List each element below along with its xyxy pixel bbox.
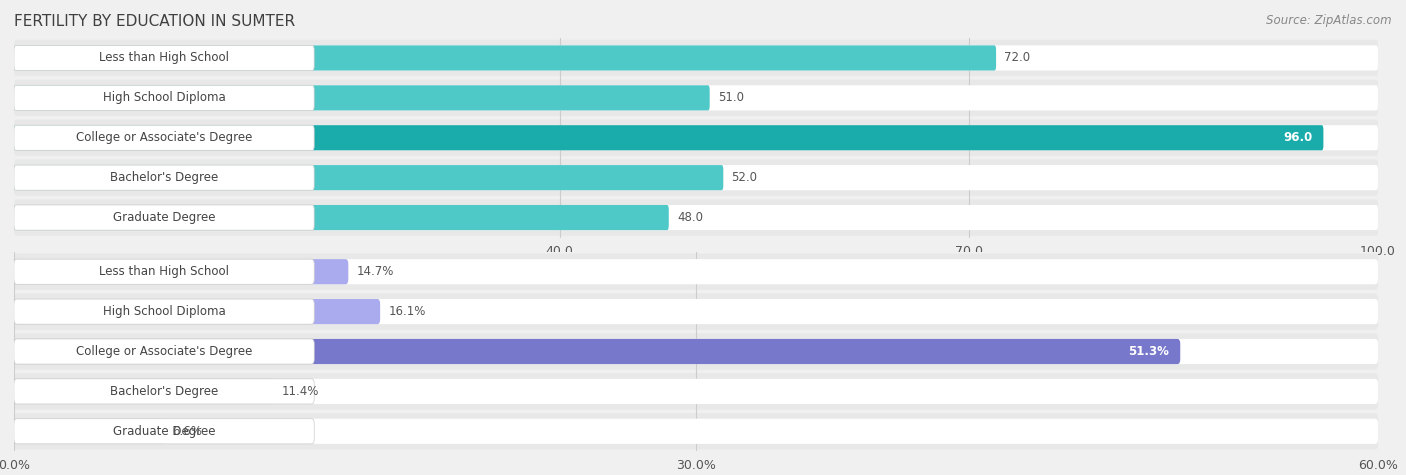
FancyBboxPatch shape — [14, 379, 273, 404]
FancyBboxPatch shape — [14, 413, 1378, 449]
Text: Bachelor's Degree: Bachelor's Degree — [110, 171, 218, 184]
FancyBboxPatch shape — [14, 379, 314, 404]
Text: High School Diploma: High School Diploma — [103, 305, 225, 318]
FancyBboxPatch shape — [14, 86, 314, 110]
FancyBboxPatch shape — [14, 125, 314, 150]
FancyBboxPatch shape — [14, 46, 995, 70]
Text: College or Associate's Degree: College or Associate's Degree — [76, 131, 252, 144]
Text: Graduate Degree: Graduate Degree — [112, 211, 215, 224]
Text: 6.6%: 6.6% — [173, 425, 202, 438]
Text: Less than High School: Less than High School — [98, 265, 229, 278]
FancyBboxPatch shape — [14, 339, 314, 364]
FancyBboxPatch shape — [14, 165, 314, 190]
FancyBboxPatch shape — [14, 165, 723, 190]
FancyBboxPatch shape — [14, 125, 1378, 150]
FancyBboxPatch shape — [14, 254, 1378, 290]
Text: 11.4%: 11.4% — [281, 385, 319, 398]
Text: Bachelor's Degree: Bachelor's Degree — [110, 385, 218, 398]
FancyBboxPatch shape — [14, 333, 1378, 370]
Text: 16.1%: 16.1% — [388, 305, 426, 318]
FancyBboxPatch shape — [14, 299, 380, 324]
FancyBboxPatch shape — [14, 419, 314, 444]
FancyBboxPatch shape — [14, 339, 1378, 364]
FancyBboxPatch shape — [14, 200, 1378, 236]
Text: High School Diploma: High School Diploma — [103, 91, 225, 104]
Text: 52.0: 52.0 — [731, 171, 758, 184]
Text: Source: ZipAtlas.com: Source: ZipAtlas.com — [1267, 14, 1392, 27]
FancyBboxPatch shape — [14, 125, 1323, 150]
FancyBboxPatch shape — [14, 205, 669, 230]
FancyBboxPatch shape — [14, 40, 1378, 76]
Text: Less than High School: Less than High School — [98, 51, 229, 65]
FancyBboxPatch shape — [14, 419, 1378, 444]
FancyBboxPatch shape — [14, 80, 1378, 116]
Text: 51.0: 51.0 — [718, 91, 744, 104]
Text: 48.0: 48.0 — [676, 211, 703, 224]
FancyBboxPatch shape — [14, 339, 1180, 364]
FancyBboxPatch shape — [14, 160, 1378, 196]
FancyBboxPatch shape — [14, 86, 1378, 110]
FancyBboxPatch shape — [14, 259, 314, 284]
FancyBboxPatch shape — [14, 259, 1378, 284]
FancyBboxPatch shape — [14, 299, 314, 324]
Text: FERTILITY BY EDUCATION IN SUMTER: FERTILITY BY EDUCATION IN SUMTER — [14, 14, 295, 29]
FancyBboxPatch shape — [14, 205, 1378, 230]
FancyBboxPatch shape — [14, 294, 1378, 330]
Text: 14.7%: 14.7% — [356, 265, 394, 278]
FancyBboxPatch shape — [14, 379, 1378, 404]
Text: 51.3%: 51.3% — [1129, 345, 1170, 358]
FancyBboxPatch shape — [14, 205, 314, 230]
Text: 72.0: 72.0 — [1004, 51, 1031, 65]
Text: 96.0: 96.0 — [1284, 131, 1312, 144]
FancyBboxPatch shape — [14, 373, 1378, 409]
FancyBboxPatch shape — [14, 46, 1378, 70]
FancyBboxPatch shape — [14, 46, 314, 70]
Text: College or Associate's Degree: College or Associate's Degree — [76, 345, 252, 358]
FancyBboxPatch shape — [14, 299, 1378, 324]
FancyBboxPatch shape — [14, 86, 710, 110]
Text: Graduate Degree: Graduate Degree — [112, 425, 215, 438]
FancyBboxPatch shape — [14, 419, 165, 444]
FancyBboxPatch shape — [14, 165, 1378, 190]
FancyBboxPatch shape — [14, 120, 1378, 156]
FancyBboxPatch shape — [14, 259, 349, 284]
